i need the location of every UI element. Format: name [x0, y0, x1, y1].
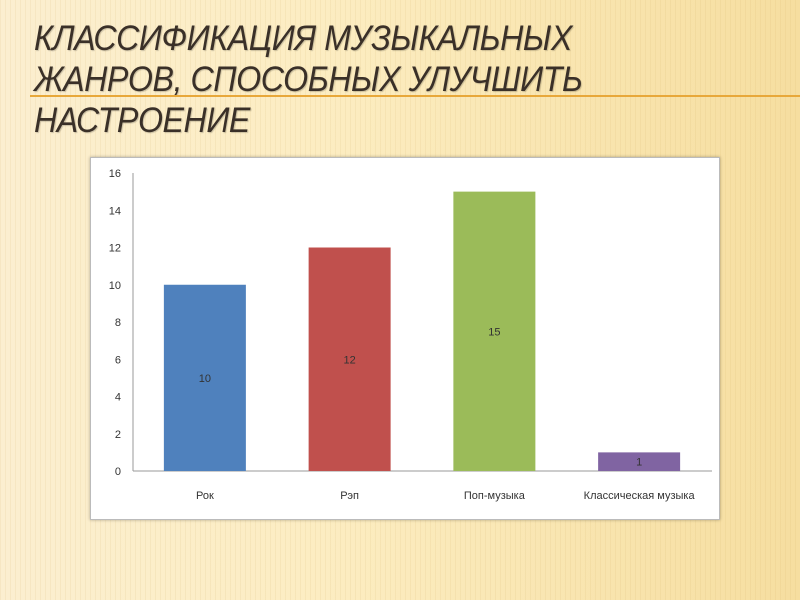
bar-3: [598, 452, 681, 471]
y-tick-label: 14: [109, 205, 121, 217]
y-tick-label: 10: [109, 280, 121, 292]
slide-title: Классификация музыкальных жанров, способ…: [34, 19, 583, 140]
x-tick-label: Рок: [196, 490, 214, 502]
y-tick-label: 4: [115, 392, 121, 404]
data-label: 10: [199, 373, 211, 385]
x-tick-label: Поп-музыка: [464, 490, 526, 502]
bar-0: [163, 284, 246, 471]
data-label: 12: [344, 354, 356, 366]
x-tick-label: Классическая музыка: [584, 490, 696, 502]
y-tick-label: 12: [109, 243, 121, 255]
y-tick-label: 16: [109, 168, 121, 180]
bar-1: [308, 247, 391, 471]
data-label: 1: [636, 457, 642, 469]
y-tick-label: 0: [115, 466, 121, 478]
data-label: 15: [488, 326, 500, 338]
y-tick-label: 6: [115, 354, 121, 366]
bar-2: [453, 191, 536, 471]
title-underline: [30, 95, 800, 97]
x-tick-label: Рэп: [340, 490, 359, 502]
y-tick-label: 8: [115, 317, 121, 329]
y-tick-label: 2: [115, 429, 121, 441]
